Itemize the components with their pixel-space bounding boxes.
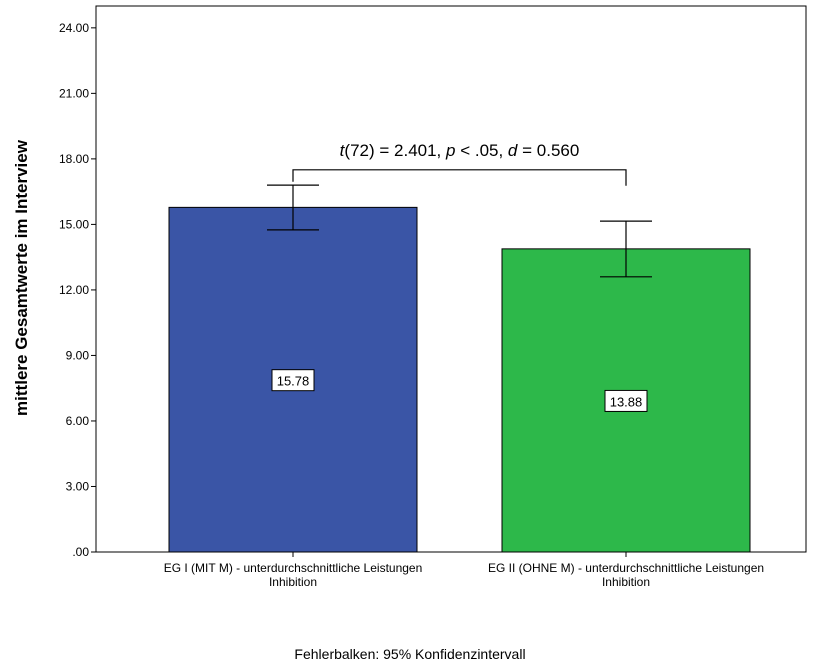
value-label-box	[271, 369, 315, 392]
value-label: 15.78	[277, 374, 310, 389]
y-tick-label: 9.00	[66, 348, 90, 362]
value-label-box	[604, 389, 648, 412]
y-tick-label: 21.00	[59, 86, 89, 100]
y-tick-label: 6.00	[66, 414, 90, 428]
y-tick-label: 12.00	[59, 283, 89, 297]
footnote: Fehlerbalken: 95% Konfidenzintervall	[294, 646, 525, 662]
y-tick-label: 24.00	[59, 21, 89, 35]
plot-area	[95, 5, 807, 553]
x-tick-label: Inhibition	[269, 575, 317, 589]
x-tick-label: EG II (OHNE M) - unterdurchschnittliche …	[488, 561, 764, 575]
y-tick-label: 18.00	[59, 152, 89, 166]
value-label: 13.88	[610, 394, 643, 409]
significance-annotation: t(72) = 2.401, p < .05, d = 0.560	[340, 141, 580, 160]
x-tick-label: Inhibition	[602, 575, 650, 589]
y-tick-label: 15.00	[59, 217, 89, 231]
y-axis-label: mittlere Gesamtwerte im Interview	[12, 139, 31, 416]
y-tick-label: .00	[72, 545, 89, 559]
y-tick-label: 3.00	[66, 479, 90, 493]
x-tick-label: EG I (MIT M) - unterdurchschnittliche Le…	[164, 561, 423, 575]
significance-bracket	[292, 169, 627, 186]
